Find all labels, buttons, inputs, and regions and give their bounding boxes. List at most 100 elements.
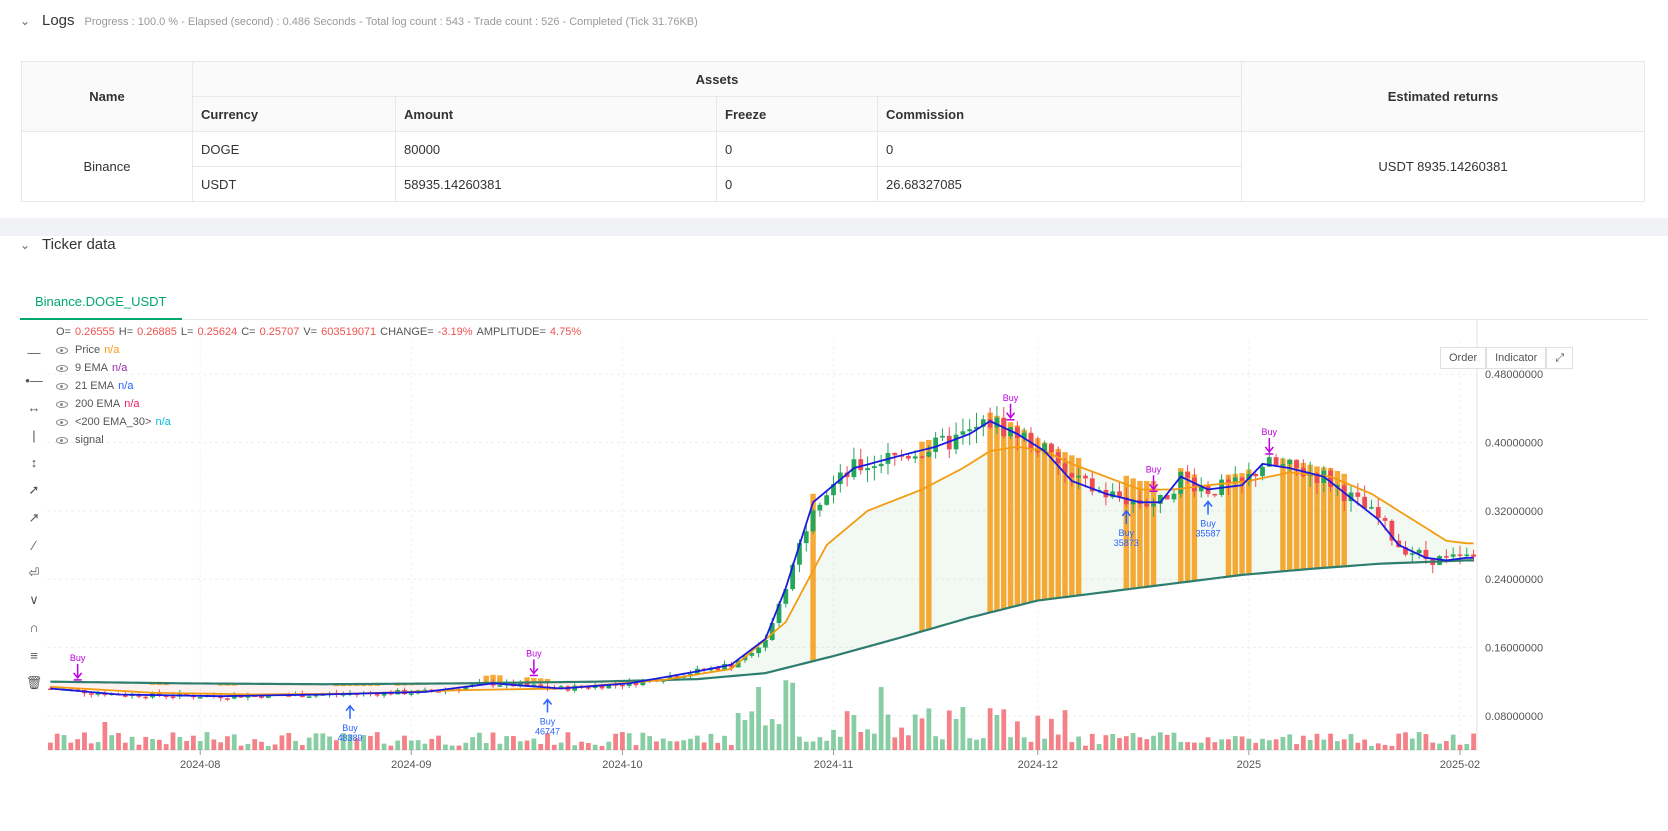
- ticker-header[interactable]: ⌄ Ticker data: [20, 236, 116, 256]
- volume-bar: [980, 738, 986, 750]
- tab-binance-doge-usdt[interactable]: Binance.DOGE_USDT: [20, 284, 182, 320]
- vertical-segment-icon[interactable]: ↕: [30, 455, 38, 471]
- candle-body: [810, 510, 816, 532]
- order-button[interactable]: Order: [1440, 347, 1487, 369]
- candle-body: [408, 693, 414, 695]
- volume-bar: [1280, 736, 1286, 750]
- volume-bar: [1409, 738, 1415, 750]
- horizontal-ray-icon[interactable]: •—: [25, 372, 43, 388]
- header-name: Name: [21, 61, 193, 132]
- header-amount: Amount: [395, 96, 717, 132]
- indicator-button[interactable]: Indicator: [1486, 347, 1547, 369]
- signal-bar: [1028, 433, 1034, 603]
- logs-header[interactable]: ⌄ Logs Progress : 100.0 % - Elapsed (sec…: [20, 12, 698, 29]
- signal-bar: [1300, 463, 1307, 570]
- legend-signal[interactable]: signal: [56, 431, 581, 449]
- chevron-down-icon[interactable]: ⌄: [20, 238, 31, 252]
- signal-bar: [544, 678, 551, 683]
- legend-9-ema[interactable]: 9 EMA n/a: [56, 359, 581, 377]
- horizontal-line-icon[interactable]: —: [27, 345, 41, 361]
- vertical-line-icon[interactable]: |: [32, 427, 36, 443]
- trend-line-icon[interactable]: ➚: [28, 482, 40, 498]
- eye-icon[interactable]: [56, 364, 68, 372]
- signal-bar: [1314, 466, 1320, 569]
- trend-fill-segment: [322, 684, 330, 694]
- ray-line-icon[interactable]: ↗: [28, 509, 40, 525]
- volume-bar: [1396, 733, 1402, 750]
- trend-fill-segment: [860, 510, 868, 649]
- buy-label: Buy: [540, 716, 556, 726]
- chevron-down-icon[interactable]: ⌄: [20, 14, 31, 28]
- volume-bar: [429, 738, 435, 750]
- volume-bar: [919, 718, 925, 750]
- price-channel-icon[interactable]: ∩: [29, 620, 39, 636]
- signal-bar: [1041, 442, 1048, 600]
- signal-bar: [1021, 429, 1027, 604]
- legend-value: n/a: [124, 398, 140, 410]
- trend-fill-segment: [64, 681, 71, 688]
- price-label-icon[interactable]: ⏎: [28, 564, 40, 580]
- volume-bar: [967, 738, 973, 750]
- legend-label: signal: [75, 434, 104, 446]
- h-label: H=: [118, 326, 134, 338]
- trend-fill-segment: [315, 684, 323, 694]
- volume-bar: [1185, 742, 1190, 750]
- logs-panel: ⌄ Logs Progress : 100.0 % - Elapsed (sec…: [0, 0, 1668, 218]
- volume-bar: [231, 734, 237, 750]
- segment-icon[interactable]: ∕: [32, 537, 36, 553]
- volume-bar: [1471, 733, 1476, 750]
- candle-body: [1062, 463, 1068, 474]
- candle-body: [974, 426, 979, 430]
- signal-bar: [531, 677, 537, 683]
- candle-body: [1171, 493, 1177, 500]
- trend-fill-segment: [942, 475, 950, 626]
- logs-summary: Progress : 100.0 % - Elapsed (second) : …: [84, 16, 698, 28]
- legend-200-ema[interactable]: 200 EMA n/a: [56, 395, 581, 413]
- volume-bar: [524, 740, 530, 750]
- volume-bar: [136, 744, 142, 750]
- trend-fill-segment: [431, 683, 439, 692]
- eye-icon[interactable]: [56, 346, 68, 354]
- trend-fill-segment: [309, 684, 316, 695]
- candle-body: [463, 686, 469, 690]
- volume-bar: [354, 738, 360, 750]
- legend-200-ema-30[interactable]: <200 EMA_30> n/a: [56, 413, 581, 431]
- fullscreen-icon[interactable]: ⤢: [1546, 347, 1574, 369]
- trend-fill-segment: [336, 684, 344, 694]
- volume-bar: [837, 736, 843, 750]
- commission-cell: 26.68327085: [877, 166, 1242, 202]
- volume-bar: [470, 737, 475, 750]
- horizontal-segment-icon[interactable]: ↔: [27, 400, 41, 416]
- candle-body: [865, 468, 870, 471]
- arrow-head: [529, 667, 539, 675]
- volume-bar: [878, 687, 884, 750]
- trend-fill-segment: [57, 681, 65, 688]
- candle-body: [95, 693, 101, 695]
- volume-bar: [1212, 742, 1218, 750]
- volume-bar: [1110, 734, 1116, 750]
- l-value: 0.25624: [197, 326, 238, 338]
- trash-icon[interactable]: 🗑: [25, 674, 43, 690]
- candle-body: [776, 603, 782, 624]
- volume-bar: [422, 743, 428, 750]
- candle-body: [763, 639, 768, 648]
- amplitude-label: AMPLITUDE=: [476, 326, 546, 338]
- trend-fill-segment: [275, 683, 282, 695]
- parallel-channel-icon[interactable]: ∨: [29, 592, 39, 608]
- volume-bar: [1089, 733, 1095, 750]
- eye-icon[interactable]: [56, 436, 68, 444]
- legend-price[interactable]: Price n/a: [56, 341, 581, 359]
- eye-icon[interactable]: [56, 400, 68, 408]
- eye-icon[interactable]: [56, 418, 68, 426]
- volume-bar: [1457, 744, 1463, 750]
- volume-bar: [48, 742, 53, 750]
- volume-bar: [953, 718, 959, 750]
- eye-icon[interactable]: [56, 382, 68, 390]
- fibonacci-icon[interactable]: ≡: [30, 647, 38, 663]
- volume-bar: [715, 742, 721, 750]
- candle-body: [197, 697, 203, 699]
- legend-21-ema[interactable]: 21 EMA n/a: [56, 377, 581, 395]
- trend-fill-segment: [418, 683, 425, 692]
